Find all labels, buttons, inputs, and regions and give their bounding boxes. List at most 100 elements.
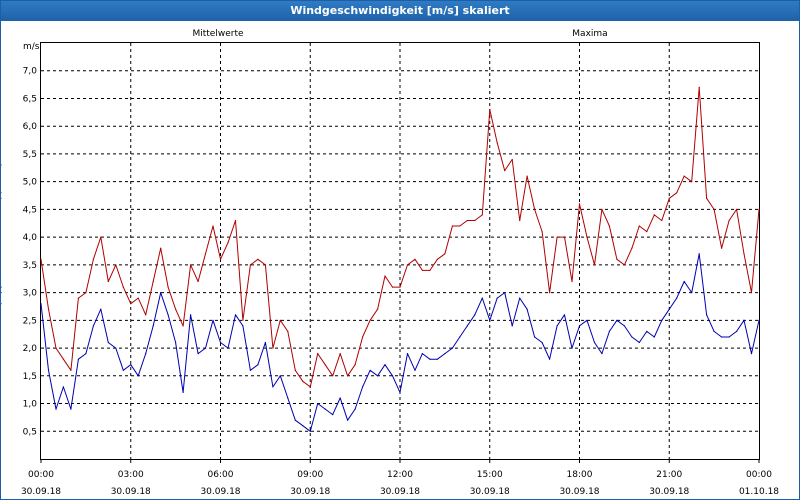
data-point-maxima: [459, 225, 461, 227]
data-point-maxima: [556, 236, 558, 238]
data-point-maxima: [182, 325, 184, 327]
data-point-maxima: [294, 369, 296, 371]
data-point-mittelwerte: [399, 391, 401, 393]
y-tick-label: 5,0: [23, 178, 38, 188]
data-point-maxima: [384, 275, 386, 277]
data-point-maxima: [623, 264, 626, 266]
data-point-maxima: [496, 142, 498, 144]
data-point-mittelwerte: [152, 325, 154, 327]
x-tick-time-label: 12:00: [387, 470, 413, 480]
data-point-maxima: [204, 253, 207, 255]
data-point-mittelwerte: [668, 308, 670, 310]
data-point-maxima: [608, 225, 611, 227]
data-point-maxima: [676, 192, 678, 194]
data-point-mittelwerte: [287, 397, 289, 399]
data-point-mittelwerte: [70, 408, 72, 410]
y-tick-label: 7,0: [23, 67, 38, 77]
data-point-mittelwerte: [578, 325, 581, 327]
data-point-mittelwerte: [362, 386, 364, 388]
data-point-mittelwerte: [638, 341, 640, 344]
data-point-maxima: [691, 181, 693, 183]
data-point-maxima: [646, 231, 648, 233]
data-point-maxima: [571, 280, 573, 283]
data-point-mittelwerte: [608, 330, 611, 332]
data-point-mittelwerte: [571, 347, 573, 349]
x-tick-time-label: 21:00: [656, 470, 682, 480]
data-point-maxima: [1, 197, 2, 199]
data-point-maxima: [309, 386, 311, 388]
data-point-mittelwerte: [728, 336, 730, 338]
data-point-mittelwerte: [1, 303, 2, 305]
data-point-maxima: [152, 280, 154, 283]
data-point-mittelwerte: [616, 319, 618, 321]
data-point-maxima: [391, 286, 394, 288]
data-point-maxima: [167, 286, 169, 288]
data-point-mittelwerte: [504, 292, 506, 294]
data-point-maxima: [354, 364, 356, 366]
data-point-mittelwerte: [444, 353, 446, 355]
data-point-mittelwerte: [92, 325, 94, 327]
data-point-mittelwerte: [249, 369, 251, 371]
x-tick-date-label: 30.09.18: [649, 487, 689, 497]
x-tick-date-label: 30.09.18: [21, 487, 61, 497]
y-tick-label: 1,0: [23, 400, 38, 410]
data-point-maxima: [511, 158, 513, 161]
data-point-mittelwerte: [549, 358, 551, 360]
data-point-mittelwerte: [556, 325, 558, 327]
data-point-maxima: [758, 208, 760, 210]
data-point-mittelwerte: [541, 341, 543, 344]
data-point-maxima: [272, 347, 274, 349]
data-point-mittelwerte: [137, 375, 139, 377]
data-point-mittelwerte: [160, 292, 162, 294]
data-point-maxima: [489, 109, 491, 111]
data-point-mittelwerte: [683, 280, 685, 283]
data-point-mittelwerte: [429, 358, 431, 360]
window-title: Windgeschwindigkeit [m/s] skaliert: [1, 1, 799, 21]
data-point-mittelwerte: [347, 419, 349, 421]
data-point-mittelwerte: [332, 414, 334, 416]
data-point-mittelwerte: [182, 391, 184, 393]
data-point-mittelwerte: [661, 319, 663, 321]
data-point-mittelwerte: [309, 430, 311, 432]
data-point-maxima: [100, 236, 102, 238]
data-point-maxima: [736, 208, 738, 210]
data-point-maxima: [362, 336, 364, 338]
data-point-maxima: [279, 319, 281, 321]
legend-entry-maxima: Maxima: [572, 29, 607, 39]
data-point-maxima: [347, 375, 349, 377]
data-point-mittelwerte: [294, 419, 296, 421]
y-tick-label: 2,0: [23, 344, 38, 354]
data-point-maxima: [706, 197, 708, 199]
y-tick-label: 6,5: [23, 94, 37, 104]
y-tick-label: 5,5: [23, 150, 37, 160]
data-point-mittelwerte: [324, 408, 326, 410]
data-point-maxima: [728, 219, 730, 222]
x-tick-date-label: 30.09.18: [200, 487, 240, 497]
data-point-maxima: [698, 86, 700, 88]
data-point-mittelwerte: [406, 353, 409, 355]
data-point-maxima: [399, 286, 401, 288]
data-point-maxima: [197, 280, 199, 283]
data-point-maxima: [481, 214, 483, 216]
data-point-mittelwerte: [653, 336, 655, 338]
data-point-mittelwerte: [414, 369, 416, 371]
data-point-maxima: [750, 292, 753, 294]
data-point-maxima: [62, 358, 64, 360]
data-point-mittelwerte: [369, 369, 371, 371]
data-point-mittelwerte: [481, 297, 483, 299]
data-point-maxima: [474, 219, 476, 222]
data-point-mittelwerte: [646, 330, 648, 332]
data-point-mittelwerte: [391, 375, 394, 377]
data-point-maxima: [85, 292, 87, 294]
data-point-mittelwerte: [107, 341, 109, 344]
data-point-maxima: [369, 319, 371, 321]
data-point-maxima: [526, 175, 528, 177]
data-point-mittelwerte: [698, 253, 700, 255]
data-point-maxima: [534, 208, 536, 210]
data-point-maxima: [332, 375, 334, 377]
data-point-mittelwerte: [354, 408, 356, 410]
data-point-mittelwerte: [721, 336, 723, 338]
data-point-mittelwerte: [466, 325, 468, 327]
x-tick-date-label: 30.09.18: [470, 487, 510, 497]
data-point-mittelwerte: [534, 336, 536, 338]
